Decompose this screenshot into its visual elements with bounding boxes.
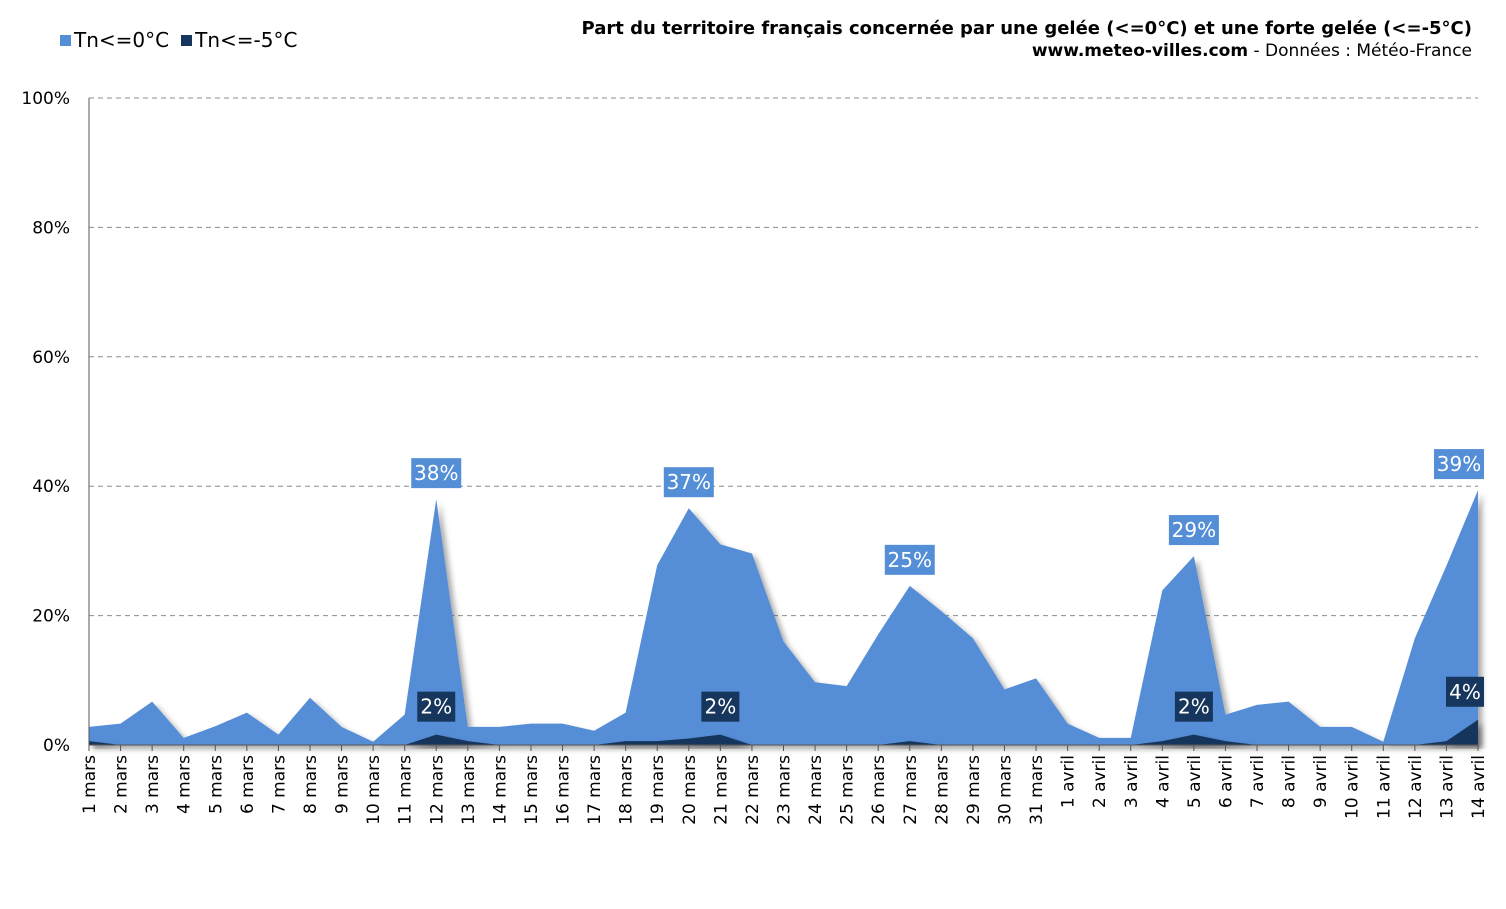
x-tick-label: 4 mars bbox=[175, 755, 195, 814]
y-tick-label: 40% bbox=[32, 477, 70, 497]
legend-label-tn0: Tn<=0°C bbox=[74, 28, 170, 52]
y-tick-label: 60% bbox=[32, 348, 70, 368]
x-tick-label: 27 mars bbox=[901, 755, 921, 825]
x-tick-label: 12 avril bbox=[1406, 755, 1426, 819]
data-source: - Données : Météo-France bbox=[1248, 41, 1472, 61]
x-tick-label: 13 mars bbox=[459, 755, 479, 825]
x-tick-label: 11 avril bbox=[1374, 755, 1394, 819]
x-tick-label: 18 mars bbox=[617, 755, 637, 825]
data-label: 2% bbox=[1178, 695, 1210, 719]
x-tick-label: 1 mars bbox=[80, 755, 100, 814]
x-tick-label: 10 mars bbox=[364, 755, 384, 825]
x-tick-label: 7 avril bbox=[1248, 755, 1268, 808]
data-label-box bbox=[411, 458, 462, 489]
data-label: 38% bbox=[414, 461, 458, 485]
x-tick-label: 26 mars bbox=[869, 755, 889, 825]
x-tick-label: 19 mars bbox=[648, 755, 668, 825]
x-tick-label: 6 avril bbox=[1216, 755, 1236, 808]
x-tick-label: 17 mars bbox=[585, 755, 605, 825]
data-label: 39% bbox=[1437, 452, 1481, 476]
x-tick-label: 8 avril bbox=[1280, 755, 1300, 808]
x-tick-label: 10 avril bbox=[1343, 755, 1363, 819]
x-tick-label: 30 mars bbox=[995, 755, 1015, 825]
data-label: 25% bbox=[888, 548, 932, 572]
y-tick-label: 20% bbox=[32, 607, 70, 627]
x-tick-label: 7 mars bbox=[269, 755, 289, 814]
data-label: 2% bbox=[420, 695, 452, 719]
x-tick-label: 31 mars bbox=[1027, 755, 1047, 825]
data-label-box bbox=[701, 691, 740, 722]
x-tick-label: 23 mars bbox=[775, 755, 795, 825]
x-tick-label: 13 avril bbox=[1437, 755, 1457, 819]
x-tick-label: 14 avril bbox=[1469, 755, 1489, 819]
data-label: 4% bbox=[1449, 680, 1481, 704]
chart-header: Part du territoire français concernée pa… bbox=[582, 18, 1472, 61]
area-series-tn5 bbox=[89, 719, 1478, 745]
y-tick-label: 100% bbox=[21, 89, 70, 109]
legend-label-tn5: Tn<=-5°C bbox=[195, 28, 298, 52]
data-label-box bbox=[417, 691, 456, 722]
site-name: www.meteo-villes.com bbox=[1031, 41, 1249, 61]
x-tick-label: 12 mars bbox=[427, 755, 447, 825]
x-tick-label: 24 mars bbox=[806, 755, 826, 825]
data-label-box bbox=[1174, 691, 1213, 722]
x-tick-label: 15 mars bbox=[522, 755, 542, 825]
x-tick-label: 28 mars bbox=[932, 755, 952, 825]
legend-item-tn0: Tn<=0°C bbox=[60, 28, 169, 52]
y-tick-label: 0% bbox=[43, 736, 70, 756]
x-tick-label: 1 avril bbox=[1059, 755, 1079, 808]
data-label-box bbox=[1434, 449, 1484, 480]
data-label-box bbox=[1446, 676, 1484, 707]
x-tick-label: 3 avril bbox=[1122, 755, 1142, 808]
x-tick-label: 20 mars bbox=[680, 755, 700, 825]
data-label-box bbox=[884, 544, 935, 575]
chart-title: Part du territoire français concernée pa… bbox=[581, 18, 1472, 39]
data-label-box bbox=[1168, 515, 1219, 546]
x-tick-label: 2 mars bbox=[112, 755, 132, 814]
legend-swatch-tn0 bbox=[60, 34, 71, 46]
area-series-tn0 bbox=[89, 490, 1478, 745]
data-label: 29% bbox=[1172, 518, 1216, 542]
x-tick-label: 2 avril bbox=[1090, 755, 1110, 808]
x-tick-label: 9 mars bbox=[333, 755, 353, 814]
x-tick-label: 6 mars bbox=[238, 755, 258, 814]
chart-source: www.meteo-villes.com - Données : Météo-F… bbox=[582, 41, 1472, 61]
legend-item-tn5: Tn<=-5°C bbox=[181, 28, 297, 52]
x-tick-label: 9 avril bbox=[1311, 755, 1331, 808]
y-tick-label: 80% bbox=[32, 218, 70, 238]
x-tick-label: 25 mars bbox=[838, 755, 858, 825]
x-tick-label: 16 mars bbox=[554, 755, 574, 825]
x-tick-label: 11 mars bbox=[396, 755, 416, 825]
x-tick-label: 4 avril bbox=[1153, 755, 1173, 808]
x-tick-label: 21 mars bbox=[711, 755, 731, 825]
x-tick-label: 22 mars bbox=[743, 755, 763, 825]
data-label: 37% bbox=[667, 470, 711, 494]
x-tick-label: 8 mars bbox=[301, 755, 321, 814]
legend: Tn<=0°C Tn<=-5°C bbox=[60, 28, 309, 52]
x-tick-label: 14 mars bbox=[490, 755, 510, 825]
x-tick-label: 3 mars bbox=[143, 755, 163, 814]
x-tick-label: 5 mars bbox=[206, 755, 226, 814]
x-tick-label: 29 mars bbox=[964, 755, 984, 825]
legend-swatch-tn5 bbox=[181, 34, 193, 46]
data-label-box bbox=[663, 467, 714, 498]
data-label: 2% bbox=[704, 695, 736, 719]
x-tick-label: 5 avril bbox=[1185, 755, 1205, 808]
